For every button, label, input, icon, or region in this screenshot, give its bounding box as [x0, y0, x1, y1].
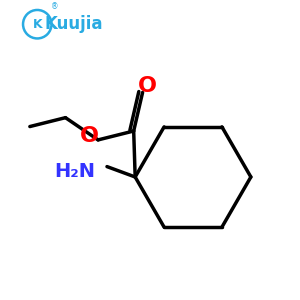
Text: ®: ® [51, 2, 59, 11]
Text: Kuujia: Kuujia [44, 15, 103, 33]
Text: H₂N: H₂N [54, 162, 95, 181]
Text: K: K [32, 18, 42, 31]
Text: O: O [137, 76, 157, 96]
Text: O: O [80, 126, 99, 146]
